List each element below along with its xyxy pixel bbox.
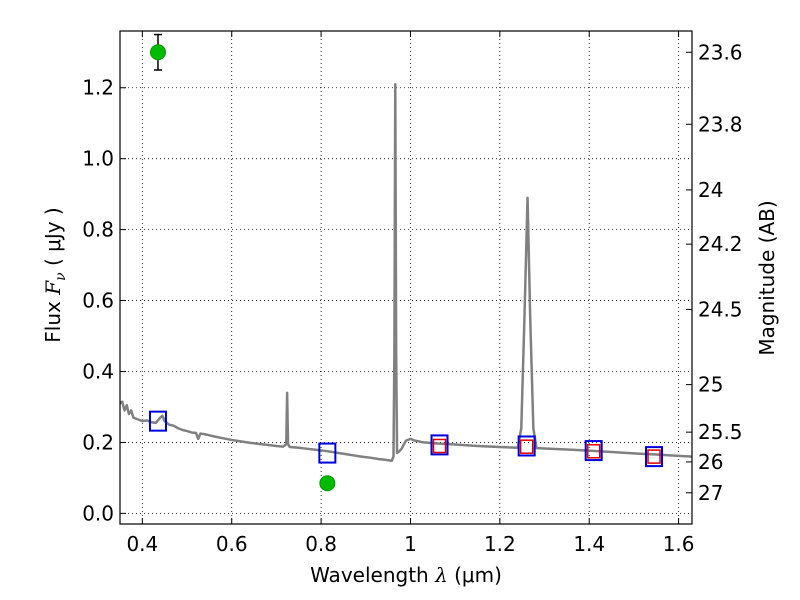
observed-photometry-square <box>432 438 447 454</box>
model-photometry-square <box>517 435 536 457</box>
model-photometry-square <box>430 434 449 456</box>
model-photometry-square <box>148 410 167 432</box>
y2-tick-label: 24 <box>698 178 723 202</box>
y-tick-label: 0.4 <box>82 359 114 383</box>
x-tick-label: 1.4 <box>573 532 605 556</box>
x-tick-label: 1 <box>404 532 417 556</box>
y-tick-label: 0.6 <box>82 289 114 313</box>
y2-tick-label: 23.8 <box>698 112 743 136</box>
model-photometry-square <box>318 442 337 464</box>
y2-tick-label: 24.2 <box>698 232 743 256</box>
observed-flux-point <box>319 475 336 492</box>
spectrum-line <box>119 82 693 463</box>
observed-flux-point <box>149 44 166 61</box>
y2-tick-label: 26 <box>698 450 723 474</box>
y2-tick-label: 25 <box>698 373 723 397</box>
y2-tick-label: 24.5 <box>698 297 743 321</box>
x-tick-label: 0.8 <box>305 532 337 556</box>
y-tick-label: 1.2 <box>82 76 114 100</box>
y-tick-label: 0.0 <box>82 501 114 525</box>
x-tick-label: 1.2 <box>484 532 516 556</box>
y2-tick-label: 23.6 <box>698 40 743 64</box>
y2-tick-label: 25.5 <box>698 420 743 444</box>
plot-frame <box>119 30 693 525</box>
x-tick-label: 1.6 <box>663 532 695 556</box>
y2-axis-label: Magnitude (AB) <box>755 200 779 355</box>
observed-photometry-square <box>647 449 661 464</box>
y-tick-label: 1.0 <box>82 147 114 171</box>
series-layer <box>119 82 693 463</box>
observed-photometry-square <box>519 439 534 454</box>
model-photometry-square <box>645 446 664 468</box>
x-axis-label: Wavelength λ (μm) <box>310 563 502 587</box>
x-tick-label: 0.4 <box>126 532 158 556</box>
observed-photometry-square <box>586 444 601 459</box>
x-tick-label: 0.6 <box>216 532 248 556</box>
y2-tick-label: 27 <box>698 481 723 505</box>
axes-layer: 0.4 0.6 0.8 1 1.2 1.4 1.6 0.0 0.2 0.4 0.6 0.8 1.0 1.2… <box>82 30 743 556</box>
model-photometry-square <box>584 440 603 462</box>
y-axis-label: Flux Fν ( μJy ) <box>41 207 69 342</box>
grid <box>120 31 692 524</box>
y-tick-label: 0.8 <box>82 218 114 242</box>
markers-layer <box>148 33 664 492</box>
y-tick-label: 0.2 <box>82 430 114 454</box>
